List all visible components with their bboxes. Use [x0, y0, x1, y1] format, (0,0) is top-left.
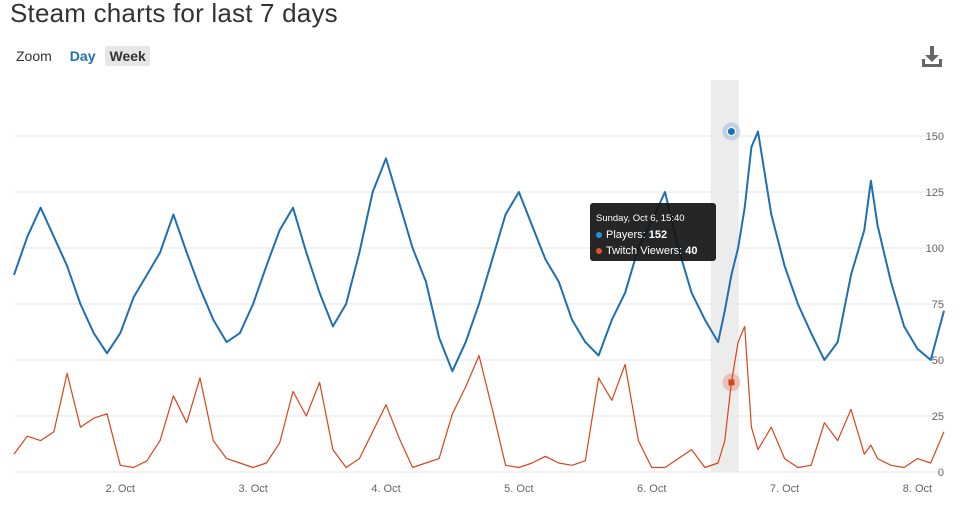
download-icon	[922, 46, 942, 67]
download-button[interactable]	[920, 44, 944, 68]
page-title: Steam charts for last 7 days	[10, 0, 338, 28]
y-tick-label: 100	[926, 243, 944, 255]
players-series-line	[13, 130, 945, 373]
chart-tooltip: Sunday, Oct 6, 15:40 Players: 152 Twitch…	[590, 203, 716, 261]
zoom-week-button[interactable]: Week	[105, 46, 150, 66]
x-tick-label: 4. Oct	[371, 483, 400, 495]
tooltip-twitch-row: Twitch Viewers: 40	[596, 243, 710, 259]
y-tick-label: 50	[932, 355, 944, 367]
tooltip-date: Sunday, Oct 6, 15:40	[596, 213, 685, 224]
y-tick-label: 0	[938, 467, 944, 479]
twitch-hover-point	[728, 379, 735, 386]
twitch-dot-icon	[596, 248, 602, 255]
zoom-label: Zoom	[16, 48, 52, 64]
y-tick-label: 125	[926, 187, 944, 199]
y-tick-label: 25	[932, 411, 944, 423]
x-tick-label: 5. Oct	[504, 483, 533, 495]
y-tick-label: 75	[932, 299, 944, 311]
x-tick-label: 8. Oct	[903, 483, 932, 495]
zoom-day-button[interactable]: Day	[69, 48, 96, 64]
twitch-series-line	[13, 325, 945, 469]
tooltip-players-value: 152	[648, 229, 668, 241]
y-tick-label: 150	[926, 131, 944, 143]
x-tick-label: 3. Oct	[238, 483, 267, 495]
tooltip-twitch-value: 40	[685, 245, 698, 257]
players-dot-icon	[596, 232, 602, 239]
hover-highlight-band	[710, 80, 739, 472]
tooltip-twitch-label: Twitch Viewers:	[606, 245, 686, 257]
tooltip-players-label: Players:	[606, 229, 649, 241]
x-tick-label: 2. Oct	[106, 483, 135, 495]
x-tick-label: 6. Oct	[637, 483, 666, 495]
players-hover-point	[726, 127, 736, 137]
x-tick-label: 7. Oct	[770, 483, 799, 495]
zoom-controls: Zoom Day Week	[16, 45, 156, 67]
tooltip-players-row: Players: 152	[596, 227, 710, 243]
